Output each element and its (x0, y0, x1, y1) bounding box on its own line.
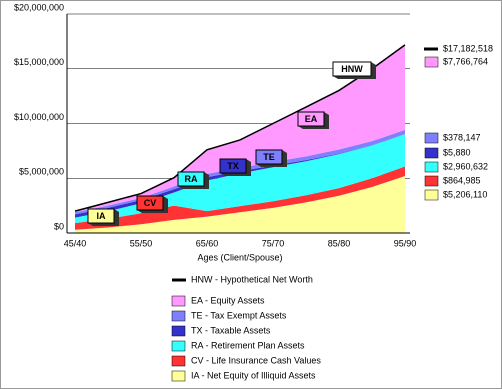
legend-label: HNW - Hypothetical Net Worth (191, 274, 313, 284)
tag-shadow (298, 112, 329, 129)
y-tick-label: $5,000,000 (19, 167, 64, 177)
x-tick-label: 85/80 (328, 238, 351, 248)
area (75, 129, 405, 215)
end-swatch (424, 161, 439, 173)
end-label: $864,985 (443, 175, 481, 185)
line (74, 44, 406, 212)
tag-shadow (88, 209, 119, 226)
y-tick-label: $0 (54, 221, 64, 231)
end-label: $17,182,518 (443, 43, 493, 53)
x-axis-label: Ages (Client/Spouse) (197, 252, 282, 262)
end-swatch (424, 56, 439, 68)
end-swatch (424, 147, 439, 159)
end-label: $5,880 (443, 147, 471, 157)
x-tick-label: 55/50 (130, 238, 153, 248)
legend-label: TX - Taxable Assets (191, 325, 271, 335)
tag-label: EA (305, 114, 318, 124)
legend-swatch (171, 370, 186, 382)
tag-box (87, 208, 115, 224)
legend-swatch (171, 340, 186, 352)
area (75, 44, 405, 213)
y-tick-label: $20,000,000 (14, 2, 64, 12)
end-swatch (424, 175, 439, 187)
legend-label: TE - Tax Exempt Assets (191, 310, 287, 320)
x-tick-label: 75/70 (262, 238, 285, 248)
tag-shadow (178, 172, 209, 189)
x-tick-label: 45/40 (64, 238, 87, 248)
area (75, 175, 405, 233)
area (75, 166, 405, 230)
tag-box (177, 171, 205, 187)
tag-shadow (333, 62, 376, 79)
tag-label: HNW (341, 64, 363, 74)
tag-box (136, 195, 164, 211)
legend-label: EA - Equity Assets (191, 295, 265, 305)
legend-swatch (171, 355, 186, 367)
legend-label: CV - Life Insurance Cash Values (191, 355, 321, 365)
tag-box (297, 111, 325, 127)
end-label: $2,960,632 (443, 161, 488, 171)
tag-label: TX (227, 161, 239, 171)
tag-box (332, 61, 372, 77)
tag-label: TE (263, 152, 275, 162)
end-label: $5,206,110 (443, 189, 487, 199)
legend-label: IA - Net Equity of Illiquid Assets (191, 370, 316, 380)
legend-swatch (171, 310, 186, 322)
x-tick-label: 65/60 (196, 238, 219, 248)
tag-shadow (220, 159, 251, 176)
tag-label: RA (185, 174, 198, 184)
legend-label: RA - Retirement Plan Assets (191, 340, 305, 350)
tag-label: CV (144, 198, 157, 208)
tag-shadow (137, 196, 168, 213)
end-label: $7,766,764 (443, 56, 488, 66)
end-swatch (424, 189, 439, 201)
legend-swatch (171, 295, 186, 307)
x-tick-label: 95/90 (394, 238, 417, 248)
end-swatch (424, 132, 439, 144)
y-tick-label: $10,000,000 (14, 112, 64, 122)
end-label: $378,147 (443, 132, 481, 142)
tag-shadow (256, 150, 287, 167)
tag-box (219, 158, 247, 174)
tag-box (255, 149, 283, 165)
legend-swatch (171, 325, 186, 337)
y-tick-label: $15,000,000 (14, 57, 64, 67)
tag-label: IA (97, 211, 107, 221)
